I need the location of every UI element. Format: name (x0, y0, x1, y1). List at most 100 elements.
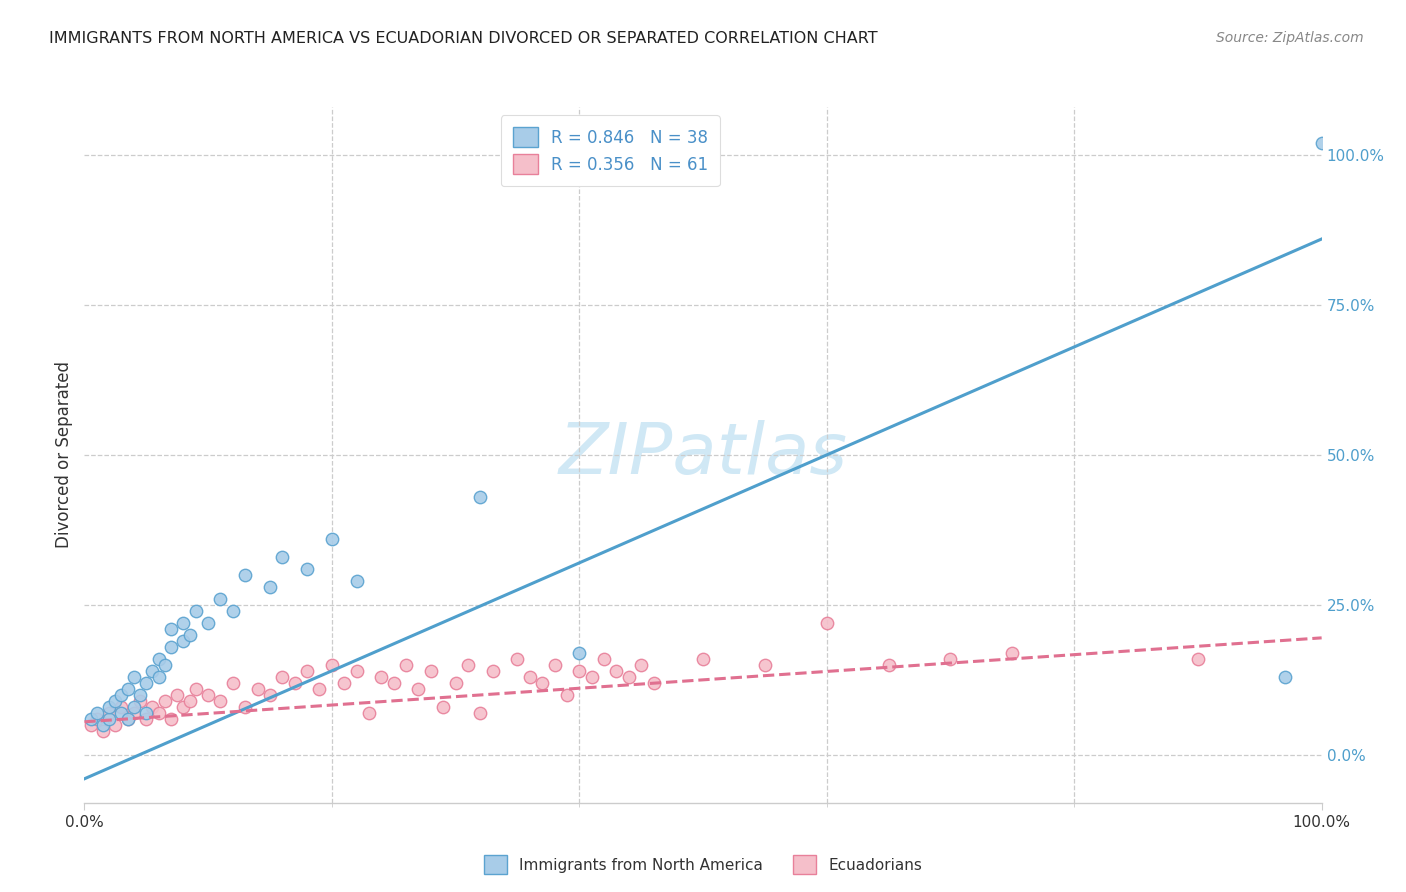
Point (110, 699, 132, 714)
Point (617, 670, 640, 684)
Point (568, 646, 591, 660)
Legend: R = 0.846   N = 38, R = 0.356   N = 61: R = 0.846 N = 38, R = 0.356 N = 61 (501, 115, 720, 186)
Point (470, 706, 492, 720)
Point (233, 567, 256, 582)
Point (308, 681, 330, 696)
Point (1310, 136, 1333, 150)
Point (593, 652, 616, 666)
Point (222, 604, 245, 618)
Point (98, 699, 121, 714)
Point (815, 615, 838, 630)
Point (643, 676, 665, 690)
Point (370, 670, 392, 684)
Point (160, 712, 183, 726)
Point (117, 681, 139, 696)
Point (295, 562, 318, 576)
Point (148, 652, 170, 666)
Point (1274, 670, 1296, 684)
Point (153, 694, 176, 708)
Point (135, 676, 157, 690)
Point (395, 657, 418, 672)
Point (91, 718, 114, 732)
Point (630, 657, 652, 672)
Point (117, 712, 139, 726)
Point (1001, 646, 1024, 660)
Point (86, 712, 108, 726)
Point (481, 664, 503, 678)
Point (148, 670, 170, 684)
Point (1187, 652, 1209, 666)
Text: Source: ZipAtlas.com: Source: ZipAtlas.com (1216, 31, 1364, 45)
Point (444, 676, 467, 690)
Point (135, 706, 157, 720)
Point (148, 706, 170, 720)
Point (531, 676, 554, 690)
Point (754, 657, 776, 672)
Point (91, 723, 114, 738)
Point (209, 694, 232, 708)
Point (382, 676, 405, 690)
Point (117, 712, 139, 726)
Point (692, 652, 714, 666)
Point (160, 640, 183, 654)
Point (172, 699, 194, 714)
Point (129, 694, 152, 708)
Point (110, 688, 132, 702)
Text: ZIPatlas: ZIPatlas (558, 420, 848, 490)
Point (284, 676, 307, 690)
Point (122, 706, 145, 720)
Point (184, 681, 207, 696)
Point (122, 670, 145, 684)
Point (555, 688, 578, 702)
Point (357, 706, 380, 720)
Point (457, 657, 479, 672)
Point (79, 712, 101, 726)
Point (346, 574, 368, 588)
Point (135, 712, 157, 726)
Point (321, 532, 343, 546)
Point (104, 694, 127, 708)
Point (79, 718, 101, 732)
Text: IMMIGRANTS FROM NORTH AMERICA VS ECUADORIAN DIVORCED OR SEPARATED CORRELATION CH: IMMIGRANTS FROM NORTH AMERICA VS ECUADOR… (49, 31, 877, 46)
Point (104, 718, 127, 732)
Point (153, 657, 176, 672)
Point (179, 694, 201, 708)
Point (271, 670, 294, 684)
Point (543, 657, 565, 672)
Point (98, 706, 121, 720)
Point (166, 688, 188, 702)
Point (179, 628, 201, 642)
Point (506, 652, 529, 666)
Point (222, 676, 245, 690)
Point (568, 664, 591, 678)
Point (419, 664, 441, 678)
Point (141, 664, 163, 678)
Point (432, 699, 454, 714)
Point (209, 591, 232, 606)
Point (271, 549, 294, 564)
Point (172, 633, 194, 648)
Point (141, 699, 163, 714)
Point (408, 681, 430, 696)
Point (295, 664, 318, 678)
Point (86, 706, 108, 720)
Point (122, 699, 145, 714)
Legend: Immigrants from North America, Ecuadorians: Immigrants from North America, Ecuadoria… (478, 849, 928, 880)
Point (519, 670, 541, 684)
Point (259, 688, 281, 702)
Point (581, 670, 603, 684)
Point (321, 657, 343, 672)
Point (233, 699, 256, 714)
Point (197, 688, 219, 702)
Point (110, 706, 132, 720)
Point (246, 681, 269, 696)
Point (172, 615, 194, 630)
Point (259, 580, 281, 594)
Point (98, 712, 121, 726)
Point (939, 652, 962, 666)
Point (197, 615, 219, 630)
Point (129, 688, 152, 702)
Point (605, 664, 627, 678)
Point (333, 676, 356, 690)
Point (470, 490, 492, 504)
